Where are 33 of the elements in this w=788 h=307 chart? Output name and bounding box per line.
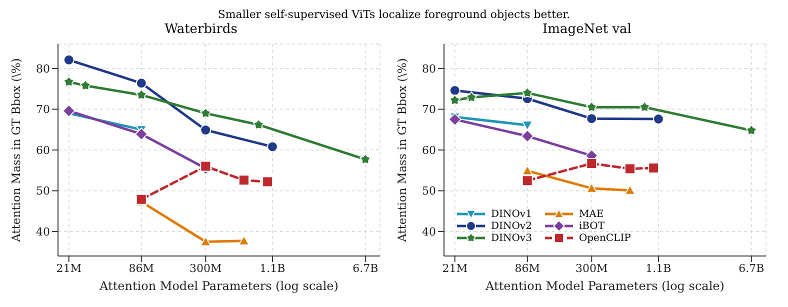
y-tick-label: 50 — [36, 184, 50, 198]
x-tick-label: 21M — [56, 262, 82, 275]
y-tick-label: 70 — [422, 103, 436, 116]
y-tick-label: 60 — [36, 144, 50, 157]
y-tick-label: 80 — [422, 62, 436, 76]
legend-label: DINOv1 — [491, 208, 532, 220]
legend-label: DINOv3 — [491, 232, 532, 244]
x-tick-label: 1.1B — [646, 262, 672, 275]
y-tick-label: 80 — [36, 62, 50, 76]
y-axis-title: Attention Mass in GT Bbox (\%) — [9, 58, 24, 243]
x-tick-label: 1.1B — [260, 262, 286, 275]
x-axis-title: Attention Model Parameters (log scale) — [484, 279, 724, 293]
legend-label: DINOv2 — [491, 220, 532, 232]
y-tick-label: 60 — [422, 144, 436, 157]
x-tick-label: 300M — [190, 262, 222, 275]
text: Smaller self-supervised ViTs localize foreground objects better. — [216, 8, 572, 22]
chart-subtitle: ImageNet val — [542, 22, 632, 38]
legend-label: OpenCLIP — [578, 232, 631, 244]
x-tick-label: 86M — [128, 262, 154, 275]
x-tick-label: 21M — [442, 262, 468, 275]
x-axis-title: Attention Model Parameters (log scale) — [98, 279, 338, 293]
x-tick-label: 6.7B — [738, 262, 764, 275]
x-tick-label: 6.7B — [352, 262, 378, 275]
y-tick-label: 40 — [36, 225, 50, 238]
y-tick-label: 50 — [422, 184, 436, 198]
y-tick-label: 70 — [36, 103, 50, 116]
chart-subtitle: Waterbirds — [164, 22, 238, 38]
y-tick-label: 40 — [422, 225, 436, 238]
x-tick-label: 86M — [514, 262, 540, 275]
legend-label: MAE — [578, 208, 604, 220]
legend-label: iBOT — [578, 220, 605, 232]
x-tick-label: 300M — [576, 262, 608, 275]
y-axis-title: Attention Mass in GT Bbox (\%) — [395, 58, 410, 243]
